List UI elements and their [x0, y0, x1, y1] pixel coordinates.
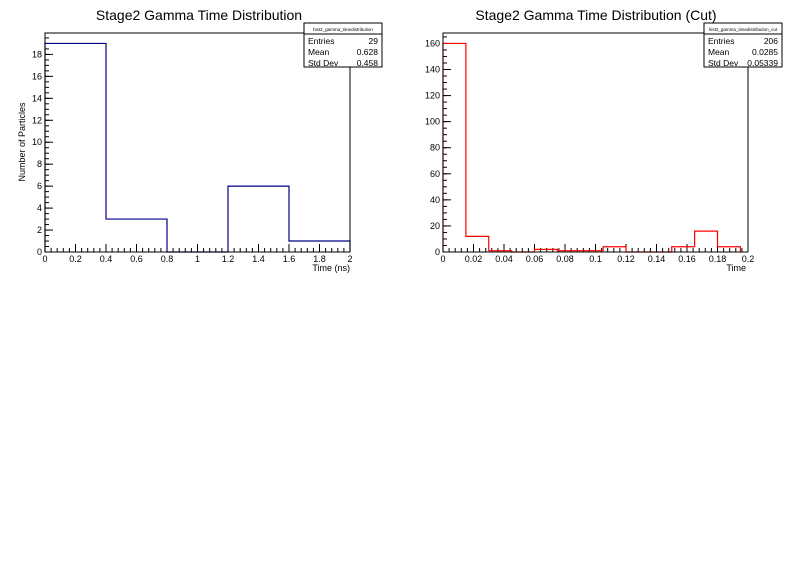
histogram-bin [289, 241, 350, 252]
y-tick-label: 10 [32, 137, 42, 147]
y-tick-label: 14 [32, 93, 42, 103]
y-tick-label: 16 [32, 71, 42, 81]
x-tick-label: 0 [42, 254, 47, 264]
chart-title: Stage2 Gamma Time Distribution [96, 7, 302, 23]
x-tick-label: 0.2 [742, 254, 755, 264]
stats-label: Std Dev [308, 58, 339, 68]
x-axis-label: Time (ns) [312, 263, 350, 273]
stats-value: 206 [764, 36, 778, 46]
chart-panel-right: Stage2 Gamma Time Distribution (Cut) Tim… [425, 7, 783, 273]
stats-box-name: hist2_gamma_timedistribution [313, 27, 373, 32]
x-tick-label: 0.14 [648, 254, 666, 264]
x-tick-label: 0.12 [617, 254, 635, 264]
stats-label: Mean [308, 47, 330, 57]
histogram [44, 42, 351, 253]
y-tick-label: 100 [425, 117, 440, 127]
x-tick-label: 0 [440, 254, 445, 264]
y-tick-label: 0 [435, 247, 440, 257]
y-tick-label: 0 [37, 247, 42, 257]
x-tick-label: 0.1 [589, 254, 602, 264]
x-tick-label: 0.02 [465, 254, 483, 264]
histogram-bin [45, 43, 106, 252]
y-tick-label: 20 [430, 221, 440, 231]
x-tick-label: 0.2 [69, 254, 82, 264]
y-tick-label: 8 [37, 159, 42, 169]
x-tick-label: 2 [347, 254, 352, 264]
y-tick-label: 6 [37, 181, 42, 191]
histogram-bin [695, 231, 718, 252]
x-tick-label: 0.08 [556, 254, 574, 264]
chart-title: Stage2 Gamma Time Distribution (Cut) [475, 7, 716, 23]
chart-panel-left: Stage2 Gamma Time Distribution Number of… [17, 7, 383, 273]
stats-value: 0.0285 [752, 47, 778, 57]
stats-label: Mean [708, 47, 730, 57]
y-tick-label: 2 [37, 225, 42, 235]
y-tick-label: 140 [425, 65, 440, 75]
y-tick-label: 60 [430, 169, 440, 179]
y-tick-label: 160 [425, 38, 440, 48]
stats-value: 29 [369, 36, 379, 46]
x-tick-label: 0.4 [100, 254, 113, 264]
x-tick-label: 1 [195, 254, 200, 264]
x-tick-label: 0.16 [678, 254, 696, 264]
y-tick-label: 18 [32, 49, 42, 59]
y-tick-label: 12 [32, 115, 42, 125]
stats-label: Entries [708, 36, 734, 46]
histogram [442, 42, 741, 253]
x-axis-label: Time [726, 263, 746, 273]
histogram-bin [603, 247, 626, 252]
histogram-bin [106, 219, 167, 252]
stats-box-name: hist2_gamma_timedistribution_cut [709, 27, 778, 32]
y-axis-label: Number of Particles [17, 102, 27, 182]
stats-value: 0.458 [357, 58, 379, 68]
axis-ticks: 0 0.02 0.04 0.06 0.08 0.1 0.12 0.14 0.16 0.18 0.2 0… [425, 36, 755, 264]
x-tick-label: 1.8 [313, 254, 326, 264]
y-tick-label: 120 [425, 91, 440, 101]
stats-box-frame [303, 22, 383, 68]
y-tick-label: 80 [430, 143, 440, 153]
plot-frame [44, 32, 351, 253]
axis-ticks: 0 0.2 0.4 0.6 0.8 1 1.2 1.4 1.6 1.8 2 0 2 4 6 8 10 12 14 16… [32, 37, 353, 264]
x-tick-label: 0.06 [526, 254, 544, 264]
x-tick-label: 0.18 [709, 254, 727, 264]
plot-frame [442, 32, 749, 253]
x-tick-label: 1.6 [283, 254, 296, 264]
stats-label: Std Dev [708, 58, 739, 68]
stats-box: hist2_gamma_timedistribution Entries 29 Mea… [303, 22, 383, 68]
stats-box-frame [703, 22, 783, 68]
x-tick-label: 1.2 [222, 254, 235, 264]
x-tick-label: 1.4 [252, 254, 265, 264]
stats-box: hist2_gamma_timedistribution_cut Entries 2… [703, 22, 783, 68]
stats-label: Entries [308, 36, 334, 46]
histogram-bin [672, 247, 695, 252]
x-tick-label: 0.6 [130, 254, 143, 264]
histogram-outline [442, 42, 741, 253]
histogram-bin [466, 236, 489, 252]
x-tick-label: 0.04 [495, 254, 513, 264]
y-tick-label: 4 [37, 203, 42, 213]
stats-value: 0.05339 [747, 58, 778, 68]
y-tick-label: 40 [430, 195, 440, 205]
histogram-bin [228, 186, 289, 252]
x-tick-label: 0.8 [161, 254, 174, 264]
histogram-bin [443, 43, 466, 252]
histogram-bin [718, 247, 741, 252]
stats-value: 0.628 [357, 47, 379, 57]
